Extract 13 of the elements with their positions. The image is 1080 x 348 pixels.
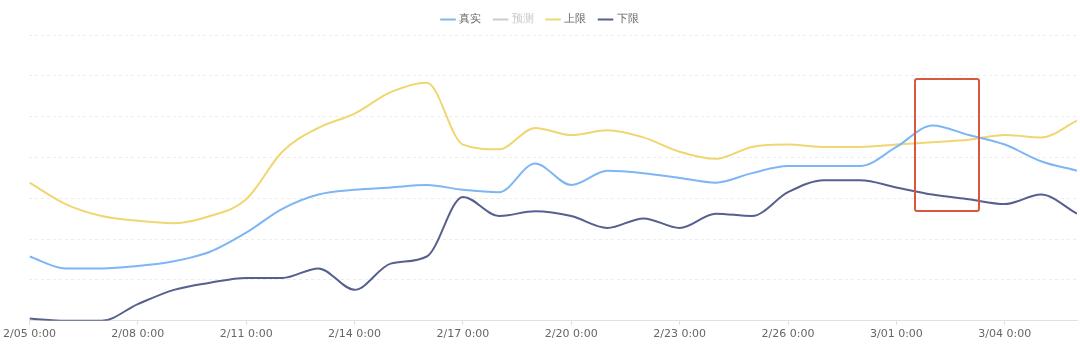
legend-label: 上限	[564, 12, 586, 26]
x-tick-label: 3/01 0:00	[869, 327, 923, 341]
x-tick-label: 2/14 0:00	[328, 327, 381, 341]
x-tick-label: 2/05 0:00	[3, 327, 56, 341]
x-tick-label: 2/17 0:00	[436, 327, 490, 341]
x-tick-label: 2/11 0:00	[219, 327, 273, 341]
x-tick-label: 2/08 0:00	[111, 327, 165, 341]
x-tick-label: 3/04 0:00	[978, 327, 1032, 341]
x-tick-label: 2/23 0:00	[653, 327, 707, 341]
legend-label: 真实	[459, 12, 481, 26]
x-tick-label: 2/20 0:00	[544, 327, 598, 341]
legend-label: 下限	[616, 12, 639, 26]
x-tick-label: 2/26 0:00	[761, 327, 815, 341]
